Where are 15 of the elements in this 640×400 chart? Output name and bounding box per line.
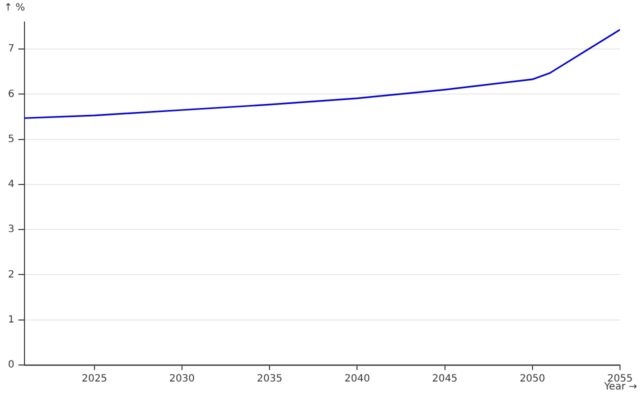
x-tick-label: 2050 — [520, 374, 546, 385]
y-tick-label: 4 — [8, 179, 14, 190]
x-tick-label: 2040 — [344, 374, 370, 385]
x-tick-label: 2025 — [82, 374, 108, 385]
x-tick-label: 2030 — [169, 374, 195, 385]
x-tick-label: 2045 — [432, 374, 458, 385]
y-tick-label: 3 — [8, 224, 14, 236]
y-tick-label: 6 — [8, 88, 14, 100]
y-tick-label: 1 — [8, 314, 14, 326]
y-axis-title: ↑ % — [4, 2, 26, 14]
y-tick-label: 0 — [8, 360, 14, 371]
x-tick-label: 2035 — [256, 374, 282, 385]
y-tick-label: 2 — [8, 269, 14, 280]
y-tick-label: 7 — [8, 44, 14, 55]
y-tick-label: 5 — [8, 134, 14, 145]
